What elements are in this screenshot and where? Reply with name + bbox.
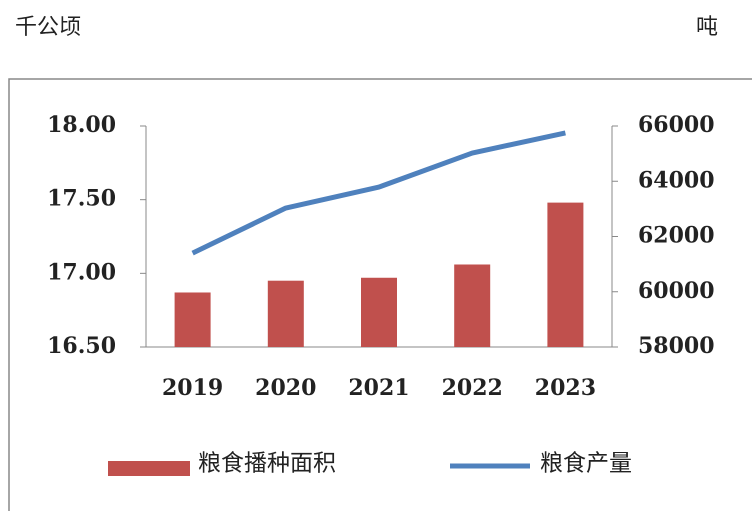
y-axis-unit: 千公顷 <box>15 15 81 40</box>
y-tick-label: 17.00 <box>47 259 116 285</box>
bar <box>454 264 491 347</box>
x-tick-label: 2021 <box>348 375 409 401</box>
legend-swatch <box>108 461 190 476</box>
y2-tick-label: 66000 <box>638 112 715 138</box>
y-tick-label: 17.50 <box>47 186 116 212</box>
x-tick-label: 2023 <box>535 375 596 401</box>
y2-axis-unit: 吨 <box>696 15 718 40</box>
y2-tick-label: 62000 <box>638 223 715 249</box>
bar <box>267 280 304 347</box>
y-tick-label: 16.50 <box>47 333 116 359</box>
bar <box>547 202 584 347</box>
y-tick-label: 18.00 <box>47 112 116 138</box>
y2-tick-label: 58000 <box>638 333 715 359</box>
legend-label: 粮食播种面积 <box>198 451 336 477</box>
x-tick-label: 2019 <box>162 375 223 401</box>
y2-tick-label: 60000 <box>638 278 715 304</box>
legend-label: 粮食产量 <box>540 451 632 477</box>
x-tick-label: 2020 <box>255 375 316 401</box>
y2-tick-label: 64000 <box>638 167 715 193</box>
bar <box>174 292 211 347</box>
bar <box>361 277 397 347</box>
x-tick-label: 2022 <box>442 375 503 401</box>
line <box>191 130 566 256</box>
chart-frame <box>8 78 752 511</box>
